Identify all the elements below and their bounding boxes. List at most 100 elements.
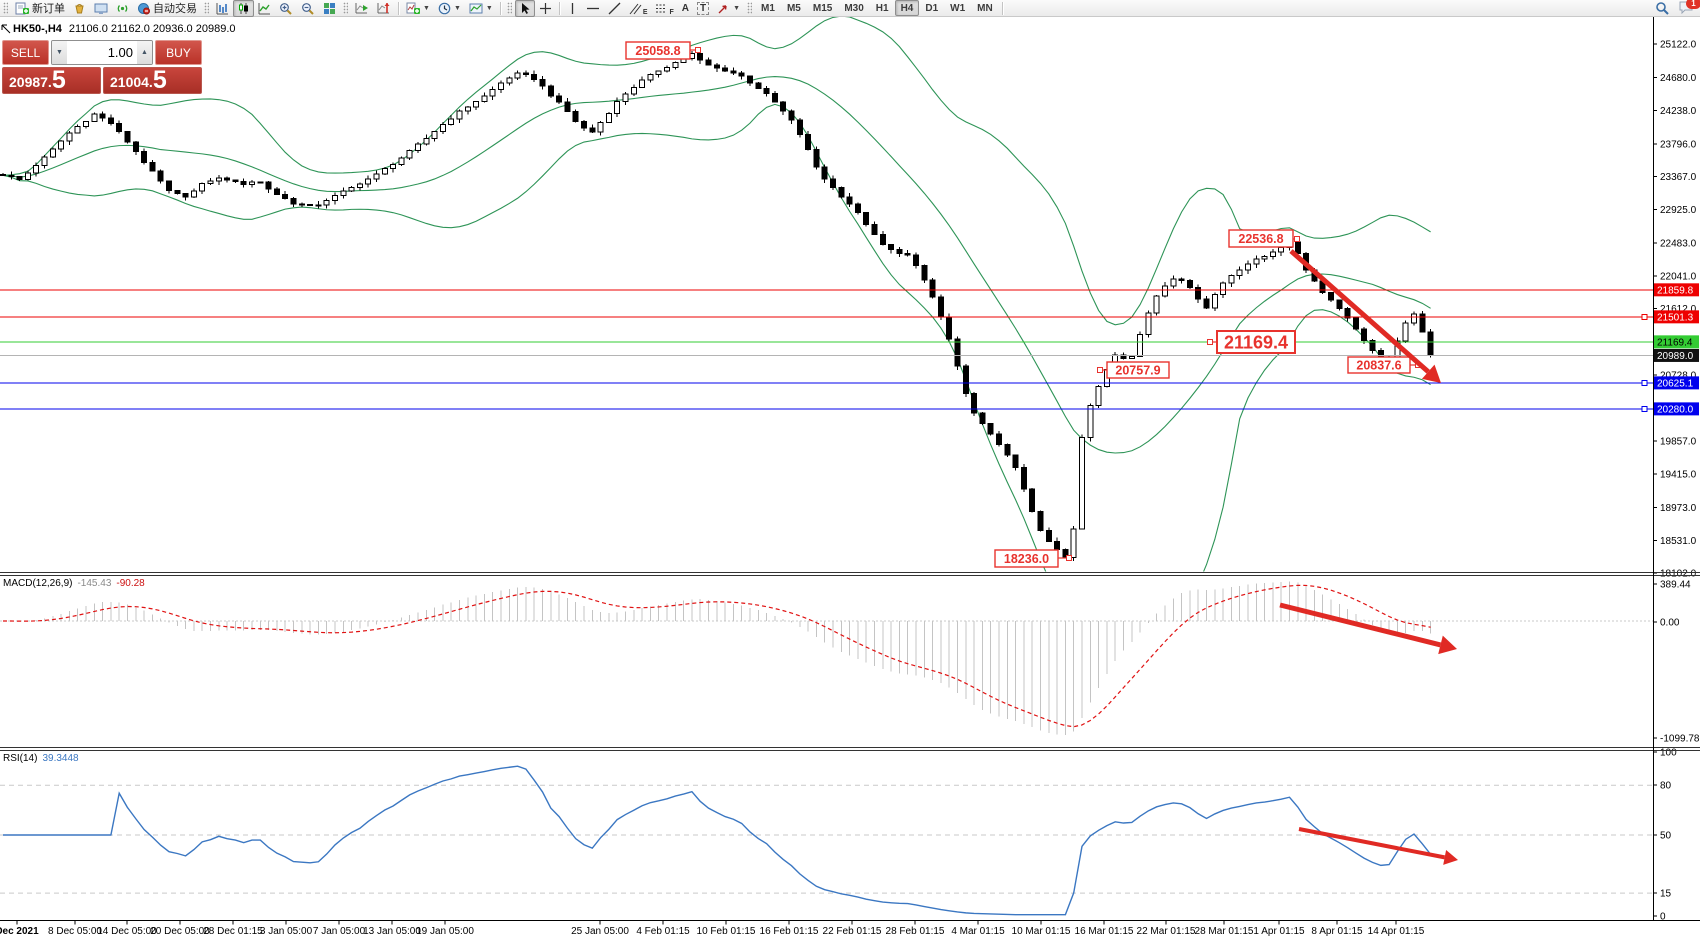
trend-arrow-rsi[interactable] — [1298, 827, 1446, 860]
timeframe-d1[interactable]: D1 — [919, 0, 944, 16]
chevron-down-icon: ▼ — [453, 4, 461, 12]
toolbar-grip[interactable] — [3, 2, 8, 14]
callout-anchor[interactable] — [1066, 555, 1072, 561]
horizontal-line-button[interactable] — [582, 0, 604, 17]
bear-candle — [954, 338, 961, 367]
bear-candle — [531, 73, 538, 81]
buy-price[interactable]: 21004. 5 — [103, 67, 202, 94]
bar-chart-mode-button[interactable] — [212, 0, 233, 17]
terminal-window-button[interactable] — [90, 0, 112, 17]
timeframe-m15[interactable]: M15 — [807, 0, 838, 16]
bear-candle — [971, 392, 978, 414]
price-callout-text[interactable]: 25058.8 — [635, 44, 680, 58]
toolbar-grip[interactable] — [506, 2, 512, 14]
paint-bucket-icon — [75, 3, 84, 13]
chart-shift-icon — [377, 2, 390, 13]
notifications-button[interactable]: 1 — [1679, 0, 1700, 17]
timeframe-h4[interactable]: H4 — [894, 0, 920, 16]
bear-candle — [946, 316, 953, 340]
bear-candle — [713, 64, 720, 69]
trend-arrow-macd[interactable] — [1279, 602, 1442, 648]
hline-handle[interactable] — [1641, 379, 1648, 386]
macd-scale-label: -1099.78 — [1660, 734, 1700, 745]
toolbar-grip[interactable] — [204, 2, 209, 14]
autotrading-button[interactable]: 自动交易 — [133, 0, 201, 17]
auto-scroll-icon — [355, 2, 368, 13]
bear-candle — [99, 113, 106, 119]
bear-candle — [522, 72, 529, 75]
bear-candle — [730, 70, 737, 74]
bull-candle — [1087, 405, 1094, 439]
sell-button[interactable]: SELL — [2, 40, 49, 65]
volume-decrease-button[interactable]: ▼ — [52, 41, 67, 64]
volume-input[interactable] — [67, 41, 137, 64]
bull-candle — [630, 86, 637, 95]
trend-arrow-head[interactable] — [1443, 849, 1458, 865]
sell-price[interactable]: 20987. 5 — [2, 67, 101, 94]
bull-candle — [1095, 385, 1102, 407]
price-callout-text[interactable]: 18236.0 — [1004, 552, 1049, 566]
y-axis-tick-label: 18973.0 — [1660, 503, 1697, 514]
line-chart-mode-button[interactable] — [254, 0, 275, 17]
timeframe-label: M15 — [812, 2, 833, 14]
volume-increase-button[interactable]: ▲ — [137, 41, 152, 64]
buy-button[interactable]: BUY — [155, 40, 202, 65]
trend-arrow-head[interactable] — [1421, 364, 1441, 383]
price-callout-text[interactable]: 21169.4 — [1224, 333, 1288, 353]
text-button[interactable]: A — [678, 0, 693, 17]
indicators-button[interactable]: ▼ — [402, 0, 434, 17]
chart-style-button[interactable] — [69, 0, 90, 17]
trendline-button[interactable] — [604, 0, 625, 17]
text-label-button[interactable]: T — [693, 0, 713, 17]
callout-anchor[interactable] — [1294, 236, 1300, 242]
zoom-out-button[interactable] — [297, 0, 319, 17]
trend-arrow-main[interactable] — [1289, 249, 1430, 374]
timeframe-mn[interactable]: MN — [971, 0, 999, 16]
price-callout-text[interactable]: 20837.6 — [1356, 359, 1401, 373]
candlestick-mode-button[interactable] — [233, 0, 254, 17]
callout-anchor[interactable] — [695, 47, 701, 53]
auto-scroll-button[interactable] — [351, 0, 373, 17]
chart-shift-button[interactable] — [373, 0, 395, 17]
tile-windows-button[interactable] — [319, 0, 340, 17]
templates-button[interactable]: ▼ — [465, 0, 497, 17]
search-icon[interactable] — [1655, 1, 1669, 15]
price-callout-text[interactable]: 22536.8 — [1238, 232, 1283, 246]
bear-candle — [838, 186, 845, 198]
arrows-button[interactable]: ▼ — [713, 0, 744, 17]
rsi-label: RSI(14) 39.3448 — [3, 753, 79, 764]
bear-candle — [846, 196, 853, 205]
y-axis-tick-label: 22925.0 — [1660, 205, 1697, 216]
timeframe-h1[interactable]: H1 — [870, 0, 895, 16]
bull-candle — [415, 143, 421, 151]
hline-handle[interactable] — [1641, 405, 1648, 412]
autotrading-label: 自动交易 — [153, 3, 197, 15]
hline-handle[interactable] — [1641, 313, 1648, 320]
trend-arrows[interactable] — [1279, 249, 1458, 865]
time-axis-label: 28 Dec 01:15 — [203, 926, 263, 937]
cursor-button[interactable] — [514, 0, 535, 17]
bear-candle — [854, 203, 861, 213]
callout-anchor[interactable] — [1097, 367, 1103, 373]
timeframe-w1[interactable]: W1 — [944, 0, 971, 16]
trend-arrow-head[interactable] — [1438, 635, 1457, 655]
fibonacci-button[interactable]: F — [651, 0, 677, 17]
channel-button[interactable]: E — [625, 0, 652, 17]
timeframe-m30[interactable]: M30 — [838, 0, 869, 16]
timeframe-m5[interactable]: M5 — [781, 0, 807, 16]
timeframe-m1[interactable]: M1 — [755, 0, 781, 16]
vertical-line-button[interactable] — [563, 0, 582, 17]
signals-button[interactable] — [112, 0, 133, 17]
symbol-timeframe: HK50-,H4 — [13, 23, 62, 35]
toolbar-grip[interactable] — [747, 2, 753, 14]
price-callout-text[interactable]: 20757.9 — [1115, 364, 1160, 378]
callout-anchor[interactable] — [1207, 339, 1213, 345]
crosshair-button[interactable] — [535, 0, 556, 17]
timeframes-button[interactable]: ▼ — [434, 0, 465, 17]
toolbar-grip[interactable] — [343, 2, 348, 14]
annotations[interactable]: 25058.8 22536.8 21169.4 20757.9 20837.6 18236… — [625, 41, 1421, 568]
zoom-in-button[interactable] — [275, 0, 297, 17]
new-order-button[interactable]: 新订单 — [11, 0, 69, 17]
